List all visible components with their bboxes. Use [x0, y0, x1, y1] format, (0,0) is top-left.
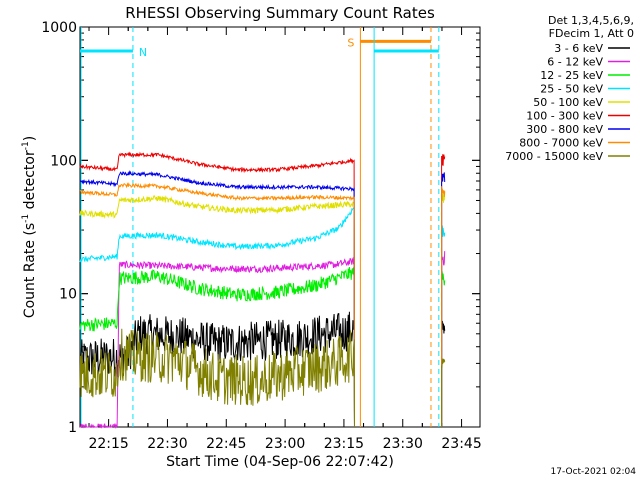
x-tick-label: 23:30: [383, 436, 423, 452]
series-line-burst: [441, 172, 446, 427]
series-line: [79, 182, 355, 428]
series-layer: [79, 151, 446, 429]
legend-entry-label: 100 - 300 keV: [526, 110, 603, 123]
y-axis-label: Count Rate (s-1 detector-1): [21, 136, 38, 318]
y-tick-label: 10: [59, 287, 77, 303]
y-tick-label: 100: [50, 153, 77, 169]
series-line: [79, 151, 355, 428]
y-axis-label-main: Count Rate (s: [22, 223, 38, 318]
series-line: [80, 256, 355, 429]
legend-entry-label: 25 - 50 keV: [540, 83, 603, 96]
series-line: [79, 328, 355, 428]
x-tick-label: 23:00: [265, 436, 305, 452]
series-line: [79, 170, 355, 428]
legend-entry-label: 3 - 6 keV: [554, 42, 603, 55]
legend-entry-label: 800 - 7000 keV: [519, 137, 603, 150]
x-tick-label: 22:15: [88, 436, 128, 452]
y-axis-label-sup1: -1: [21, 214, 31, 223]
annotation-label: S: [347, 36, 354, 49]
x-tick-label: 23:15: [324, 436, 364, 452]
y-axis-label-mid: detector: [22, 150, 38, 214]
y-axis-label-end: ): [22, 136, 38, 141]
annotation-label: N: [139, 46, 147, 59]
x-axis-label: Start Time (04-Sep-06 22:07:42): [166, 454, 394, 470]
footer-date: 17-Oct-2021 02:04: [551, 467, 637, 477]
x-tick-label: 23:45: [441, 436, 481, 452]
series-line: [79, 266, 355, 428]
series-line-burst: [441, 154, 446, 427]
y-tick-label: 1: [68, 420, 77, 436]
plot-frame: [79, 26, 481, 428]
y-tick-label: 1000: [41, 20, 77, 36]
axis-ticks: [80, 26, 480, 428]
legend: Det 1,3,4,5,6,9,FDecim 1, Att 0 3 - 6 keV…: [505, 14, 634, 163]
chart-title: RHESSI Observing Summary Count Rates: [125, 4, 435, 22]
legend-entry-label: 300 - 800 keV: [526, 123, 603, 136]
x-tick-label: 22:30: [147, 436, 187, 452]
y-axis-label-sup2: -1: [21, 141, 31, 150]
x-tick-label: 22:45: [206, 436, 246, 452]
y-tick-labels: 1 10 100 1000: [41, 20, 77, 436]
legend-header: FDecim 1, Att 0: [549, 27, 634, 40]
series-line: [79, 194, 355, 428]
legend-entry-label: 12 - 25 keV: [540, 69, 603, 82]
annotation-layer: NS: [80, 27, 440, 427]
legend-entry-label: 7000 - 15000 keV: [505, 150, 603, 163]
legend-header: Det 1,3,4,5,6,9,: [548, 14, 634, 27]
series-line-burst: [441, 358, 446, 427]
series-line-burst: [441, 186, 446, 427]
legend-entry-label: 50 - 100 keV: [533, 96, 603, 109]
legend-entry-label: 6 - 12 keV: [547, 56, 603, 69]
series-line: [79, 206, 355, 428]
x-tick-labels: 22:15 22:30 22:45 23:00 23:15 23:30 23:45: [88, 436, 481, 452]
